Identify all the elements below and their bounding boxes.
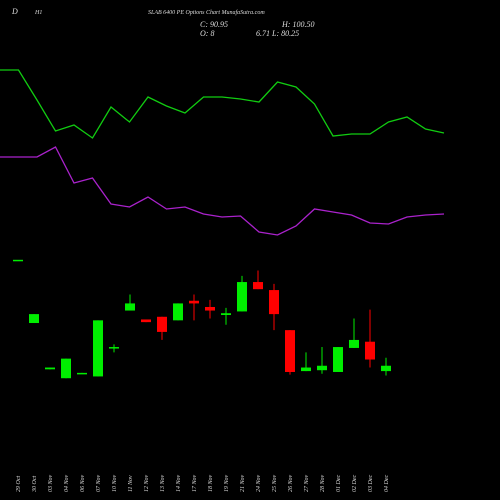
candle-body	[205, 306, 215, 311]
interval: H1	[34, 10, 42, 16]
candle-body	[141, 319, 151, 323]
candle-body	[333, 347, 343, 372]
candle-body	[93, 320, 103, 377]
candle-body	[253, 282, 263, 290]
x-tick-label: 26 Nov	[288, 474, 294, 492]
high-label: H: 100.50	[281, 20, 314, 29]
open-label: O: 8	[200, 29, 214, 38]
x-tick-label: 04 Nov	[63, 474, 70, 492]
candle-body	[381, 365, 391, 372]
x-tick-label: 28 Nov	[320, 474, 326, 492]
x-tick-label: 29 Oct	[16, 476, 22, 492]
x-tick-label: 01 Dec	[336, 475, 342, 492]
x-tick-label: 02 Dec	[352, 475, 358, 492]
indicator-line	[0, 69, 445, 139]
x-tick-label: 27 Nov	[304, 474, 310, 492]
candle-body	[237, 282, 247, 312]
x-tick-label: 04 Dec	[383, 475, 390, 492]
symbol-prefix: D	[11, 7, 18, 16]
x-tick-label: 19 Nov	[224, 474, 230, 492]
chart-title: SLAB 6400 PE Options Chart MunafaSutra.c…	[148, 9, 265, 16]
x-tick-label: 30 Oct	[32, 476, 38, 493]
candle-body	[77, 372, 87, 375]
x-tick-label: 13 Nov	[160, 474, 166, 492]
candle-body	[269, 290, 279, 315]
candle-body	[301, 367, 311, 372]
x-tick-label: 14 Nov	[175, 474, 182, 492]
candle-body	[189, 300, 199, 304]
low-label: L: 80.25	[271, 29, 299, 38]
close-label: C: 90.95	[200, 20, 228, 29]
volume-label: 6.71	[256, 29, 270, 38]
candle-body	[13, 259, 23, 262]
candle-body	[157, 316, 167, 332]
x-tick-label: 24 Nov	[255, 474, 262, 492]
candle-body	[125, 303, 135, 311]
candle-body	[173, 303, 183, 321]
x-tick-label: 21 Nov	[240, 474, 246, 492]
x-tick-label: 17 Nov	[192, 474, 198, 492]
candle-body	[61, 358, 71, 379]
x-tick-label: 03 Nov	[48, 474, 54, 492]
indicator-line	[0, 146, 445, 236]
candle-body	[45, 367, 55, 370]
x-tick-label: 25 Nov	[272, 474, 278, 492]
x-tick-label: 11 Nov	[128, 475, 134, 492]
x-tick-label: 06 Nov	[80, 474, 86, 492]
x-tick-label: 10 Nov	[112, 474, 118, 492]
x-tick-label: 12 Nov	[144, 474, 150, 492]
candle-body	[109, 347, 119, 349]
x-tick-label: 07 Nov	[96, 474, 102, 492]
x-tick-label: 18 Nov	[208, 474, 214, 492]
candle-body	[29, 314, 39, 324]
candle-body	[285, 330, 295, 372]
candle-body	[349, 339, 359, 348]
candle-body	[365, 341, 375, 360]
x-tick-label: 03 Dec	[368, 475, 374, 492]
candle-body	[221, 313, 231, 315]
candle-body	[317, 365, 327, 371]
